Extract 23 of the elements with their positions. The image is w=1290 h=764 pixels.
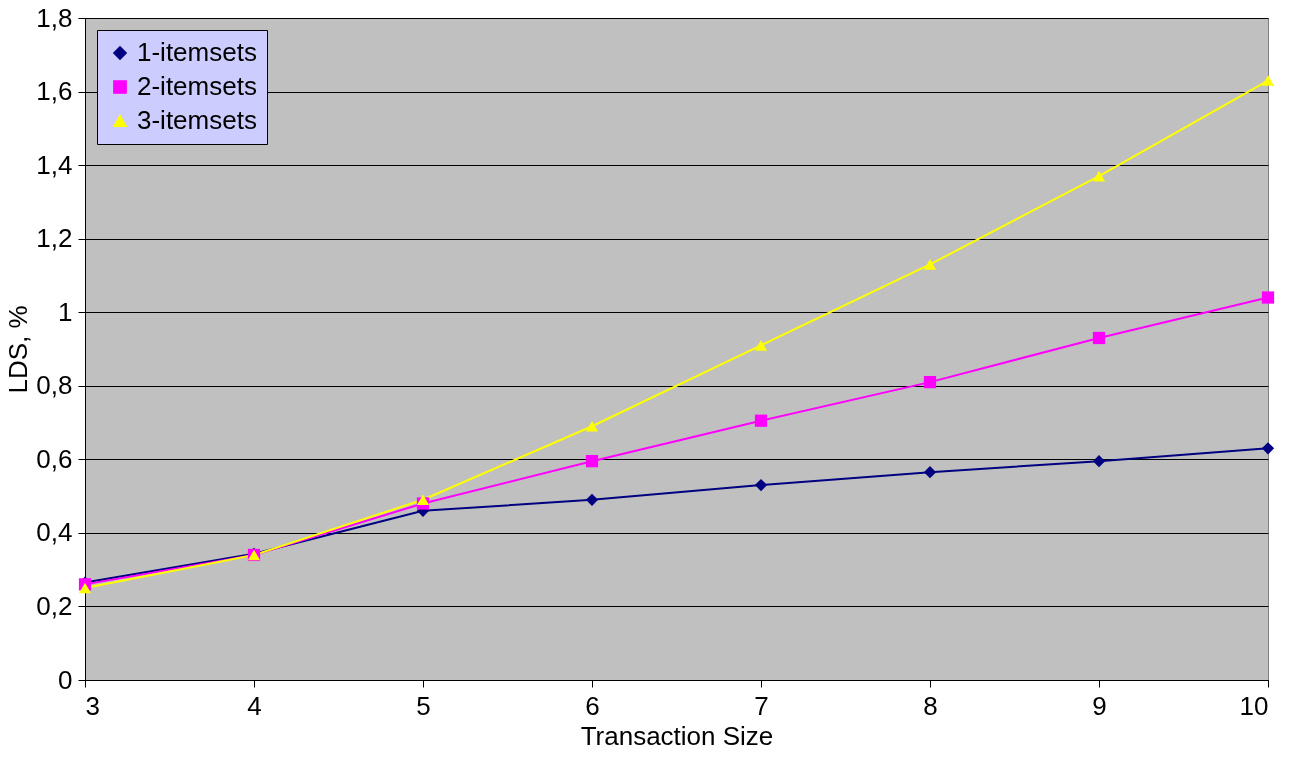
- y-axis-title: LDS, %: [3, 305, 34, 394]
- y-tick-label: 0: [58, 664, 73, 695]
- legend-label: 3-itemsets: [137, 105, 257, 135]
- x-tick-label: 6: [585, 690, 600, 721]
- y-tick-label: 0,8: [36, 370, 73, 401]
- x-axis-title: Transaction Size: [580, 720, 774, 751]
- x-tick-label: 3: [85, 690, 100, 721]
- y-tick-label: 0,4: [36, 517, 73, 548]
- x-tick-label: 8: [923, 690, 938, 721]
- x-tick-label: 10: [1239, 690, 1269, 721]
- legend-label: 1-itemsets: [137, 37, 257, 67]
- legend-label: 2-itemsets: [137, 71, 257, 101]
- y-tick-label: 1,8: [36, 2, 73, 33]
- y-tick-label: 1,2: [36, 223, 73, 254]
- x-tick-label: 9: [1092, 690, 1107, 721]
- x-tick-label: 7: [754, 690, 769, 721]
- y-tick-label: 1,4: [36, 149, 73, 180]
- x-tick-label: 4: [247, 690, 262, 721]
- y-tick-label: 1,6: [36, 76, 73, 107]
- x-tick-label: 5: [416, 690, 431, 721]
- y-tick-label: 0,6: [36, 443, 73, 474]
- y-tick-label: 1: [58, 296, 73, 327]
- y-tick-label: 0,2: [36, 590, 73, 621]
